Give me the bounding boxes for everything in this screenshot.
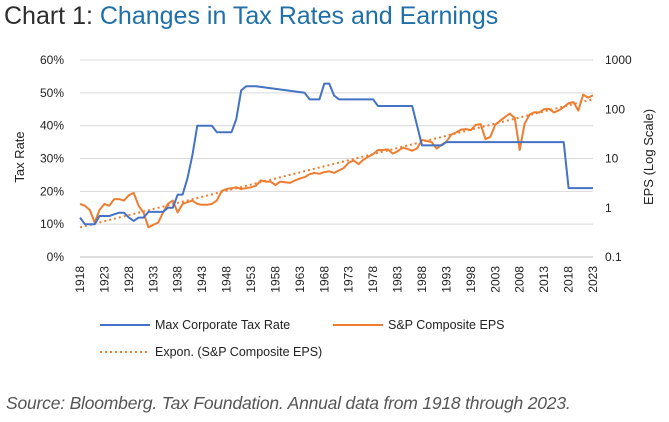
series-lines bbox=[79, 82, 594, 229]
left-axis-tick-label: 0% bbox=[47, 250, 65, 264]
x-axis-tick-label: 1968 bbox=[317, 266, 331, 293]
x-axis-tick-label: 1918 bbox=[73, 266, 87, 293]
x-axis-tick-label: 1958 bbox=[268, 266, 282, 293]
left-axis-title: Tax Rate bbox=[12, 131, 27, 182]
series-line-2 bbox=[79, 98, 594, 229]
legend: Max Corporate Tax Rate S&P Composite EPS… bbox=[100, 318, 505, 359]
chart-title-main: Changes in Tax Rates and Earnings bbox=[99, 2, 499, 30]
legend-label-trend: Expon. (S&P Composite EPS) bbox=[155, 345, 322, 359]
x-axis-tick-label: 1993 bbox=[439, 266, 453, 293]
x-axis-tick-label: 1973 bbox=[342, 266, 356, 293]
left-axis-tick-label: 50% bbox=[40, 86, 64, 100]
x-axis-tick-label: 1938 bbox=[171, 266, 185, 293]
x-axis-tick-label: 2008 bbox=[513, 266, 527, 293]
chart-title-prefix: Chart 1: bbox=[4, 2, 100, 30]
x-axis-tick-label: 1998 bbox=[464, 266, 478, 293]
right-axis-title: EPS (Log Scale) bbox=[641, 109, 656, 205]
x-axis-tick-label: 1943 bbox=[195, 266, 209, 293]
right-axis-tick-label: 0.1 bbox=[605, 250, 622, 264]
x-axis-ticks: 1918 1923 1928 1933 1938 1943 1948 1953 1958 1963… bbox=[73, 266, 600, 293]
left-axis-tick-label: 20% bbox=[40, 184, 64, 198]
x-axis-tick-label: 1933 bbox=[146, 266, 160, 293]
legend-label-tax-rate: Max Corporate Tax Rate bbox=[155, 318, 290, 332]
x-axis-tick-label: 1923 bbox=[97, 266, 111, 293]
legend-label-eps: S&P Composite EPS bbox=[388, 318, 505, 332]
series-line-1 bbox=[79, 93, 594, 229]
x-axis-tick-label: 1983 bbox=[391, 266, 405, 293]
right-axis-tick-label: 100 bbox=[605, 102, 625, 116]
x-axis-tick-label: 2018 bbox=[562, 266, 576, 293]
left-axis-tick-label: 10% bbox=[40, 217, 64, 231]
right-axis-tick-label: 1 bbox=[605, 201, 612, 215]
gridlines bbox=[80, 59, 593, 258]
x-axis-tick-label: 1963 bbox=[293, 266, 307, 293]
x-axis-tick-label: 1948 bbox=[220, 266, 234, 293]
x-axis-tick-label: 2023 bbox=[586, 266, 600, 293]
x-axis-tick-label: 2003 bbox=[488, 266, 502, 293]
x-axis-tick-label: 1953 bbox=[244, 266, 258, 293]
left-axis-tick-label: 30% bbox=[40, 152, 64, 166]
left-axis-tick-label: 60% bbox=[40, 53, 64, 67]
x-axis-tick-label: 1978 bbox=[366, 266, 380, 293]
left-axis-tick-label: 40% bbox=[40, 119, 64, 133]
right-axis-ticks: 0.1 1 10 100 1000 bbox=[605, 53, 632, 264]
left-axis-ticks: 0% 10% 20% 30% 40% 50% 60% bbox=[40, 53, 64, 264]
chart-title: Chart 1: Changes in Tax Rates and Earnin… bbox=[4, 2, 498, 31]
right-axis-tick-label: 10 bbox=[605, 152, 619, 166]
x-axis-tick-label: 2013 bbox=[537, 266, 551, 293]
x-axis-tick-label: 1928 bbox=[122, 266, 136, 293]
series-line-0 bbox=[79, 82, 593, 226]
right-axis-tick-label: 1000 bbox=[605, 53, 632, 67]
source-note: Source: Bloomberg. Tax Foundation. Annua… bbox=[6, 393, 571, 413]
x-axis-tick-label: 1988 bbox=[415, 266, 429, 293]
